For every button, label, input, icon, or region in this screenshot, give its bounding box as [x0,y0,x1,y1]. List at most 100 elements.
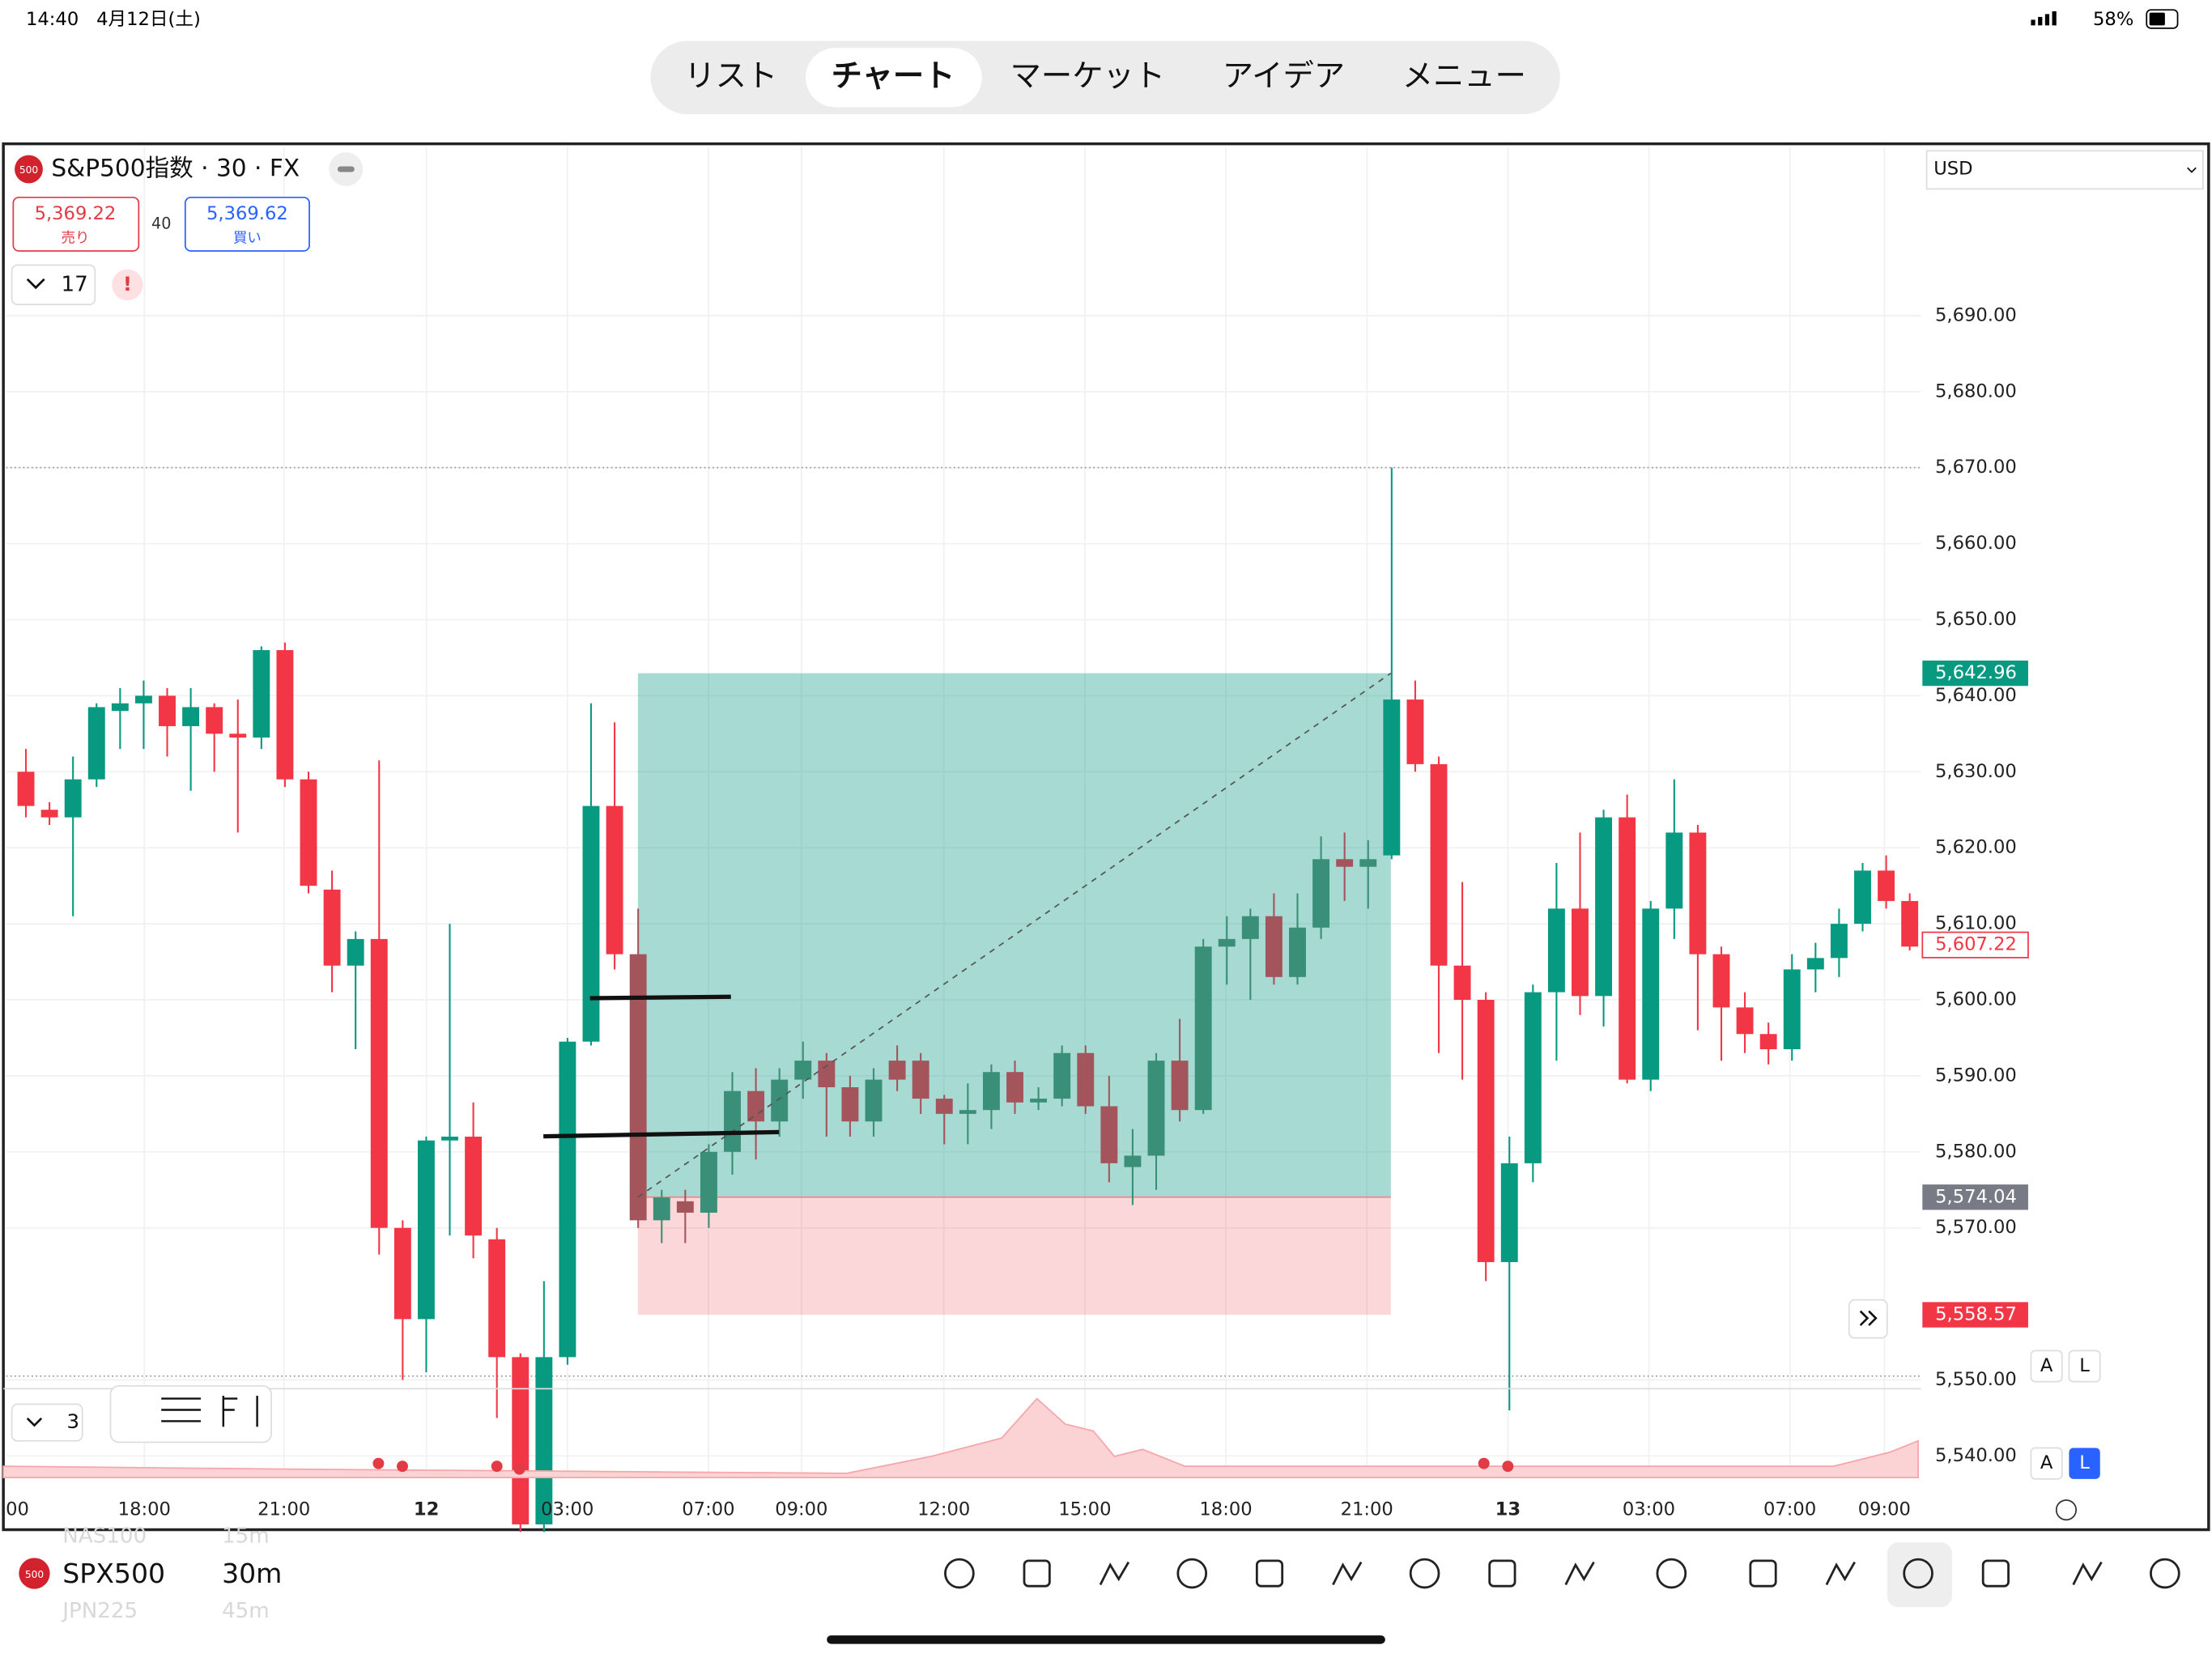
battery-fill [2149,12,2165,26]
y-tick-label: 5,660.00 [1935,533,2017,554]
candle-body [771,1079,789,1122]
tab[interactable]: メニュー [1402,57,1526,94]
symbol[interactable]: SPX500 [62,1558,165,1589]
candle-body [323,889,341,966]
tool-icon[interactable] [1176,1558,1208,1589]
x-tick-label: 21:00 [1341,1499,1393,1520]
currency-select[interactable] [1925,150,2204,190]
candle-body [370,938,388,1228]
tool-icon[interactable] [1099,1561,1130,1586]
candle-body [676,1201,694,1213]
candle-body [629,954,647,1221]
candle-body [1171,1061,1189,1111]
toolbar-icons[interactable] [161,1396,258,1427]
candle-body [1854,870,1871,925]
candle-body [982,1072,1000,1111]
candle-body [206,707,223,734]
tab[interactable]: チャート [832,57,955,94]
candle-body [1265,916,1283,977]
symbol-icon [19,1558,50,1589]
candle-body [1665,832,1683,909]
tab[interactable]: リスト [684,57,777,94]
auto-button[interactable] [2030,1350,2063,1383]
tool-icon[interactable] [944,1558,975,1589]
next-symbol: JPN225 [61,1599,138,1623]
candle-body [1453,965,1471,1001]
candle-body [134,695,152,704]
candle-body [159,695,176,726]
chevron [26,1418,43,1427]
indicator-toggle[interactable] [11,264,96,306]
candle-body [40,810,58,818]
x-tick-label: 09:00 [775,1499,827,1520]
candle-body [1030,1099,1048,1103]
candle-body [1736,1007,1754,1035]
home-indicator [827,1635,1385,1644]
alert-icon[interactable] [112,269,143,300]
sell-button[interactable] [12,196,140,252]
candle-body [535,1357,553,1524]
candle-body [865,1079,883,1122]
tool-icon[interactable] [1656,1558,1687,1589]
tool-icon[interactable] [1409,1558,1440,1589]
candle-body [1500,1163,1518,1262]
candle-body [1783,969,1801,1050]
candle-body [417,1140,435,1320]
tool-icon[interactable] [1332,1561,1363,1586]
tool-icon[interactable] [2150,1558,2180,1589]
auto-button[interactable] [2030,1447,2063,1480]
tool-icon[interactable] [1903,1558,1933,1589]
y-tick-label: 5,650.00 [1935,609,2017,630]
tab[interactable]: アイデア [1223,57,1345,94]
candle-body [653,1197,670,1221]
log-button[interactable] [2068,1350,2101,1383]
settings-icon[interactable] [2055,1499,2078,1521]
log-button[interactable] [2069,1448,2100,1479]
log-label: L [2079,1355,2090,1376]
x-tick-label: 09:00 [1858,1499,1911,1520]
candle-body [1406,699,1424,764]
candle-body [606,806,623,954]
candle-body [1806,958,1824,970]
sell-price: 5,369.22 [35,203,117,224]
sell-label: 売り [62,230,90,246]
volume-count: 3 [67,1409,80,1433]
tool-icon[interactable] [1825,1561,1856,1586]
y-tick-label: 5,590.00 [1935,1065,2017,1086]
y-tick-label: 5,630.00 [1935,761,2017,782]
interval[interactable]: 30m [222,1558,282,1589]
x-tick-label: 00 [6,1499,29,1520]
y-tick-label: 5,550.00 [1935,1369,2017,1390]
candle-body [1194,946,1212,1111]
candle-body [1689,832,1707,954]
next-interval: 45m [222,1599,270,1623]
candle-body [1619,817,1636,1080]
status-time: 14:40 [26,9,79,30]
buy-button[interactable] [184,196,310,252]
candle-body [794,1061,812,1080]
candle-body [1524,992,1542,1163]
candle-body [559,1041,576,1358]
candle-body [1830,924,1848,959]
tool-icon[interactable] [1981,1559,2010,1588]
x-tick-label: 03:00 [1623,1499,1675,1520]
tab[interactable]: マーケット [1010,57,1166,94]
status-date: 4月12日(土) [96,9,201,30]
tool-icon[interactable] [1488,1559,1516,1588]
tool-icon[interactable] [1564,1561,1595,1586]
candle-body [1006,1072,1023,1103]
tool-icon[interactable] [1255,1559,1284,1588]
drawn-line [589,994,731,1001]
tool-icon[interactable] [1749,1559,1777,1588]
candle-body [1124,1155,1142,1167]
tool-icon[interactable] [1023,1559,1051,1588]
candle-body [1241,916,1259,939]
y-tick-label: 5,570.00 [1935,1217,2017,1238]
y-tick-label: 5,690.00 [1935,304,2017,325]
volume-toggle[interactable] [11,1403,83,1442]
currency: USD [1933,158,1972,179]
candle-body [229,733,247,738]
tool-icon[interactable] [2072,1561,2103,1586]
candle-body [1383,699,1401,856]
prev-symbol: NAS100 [62,1524,147,1549]
